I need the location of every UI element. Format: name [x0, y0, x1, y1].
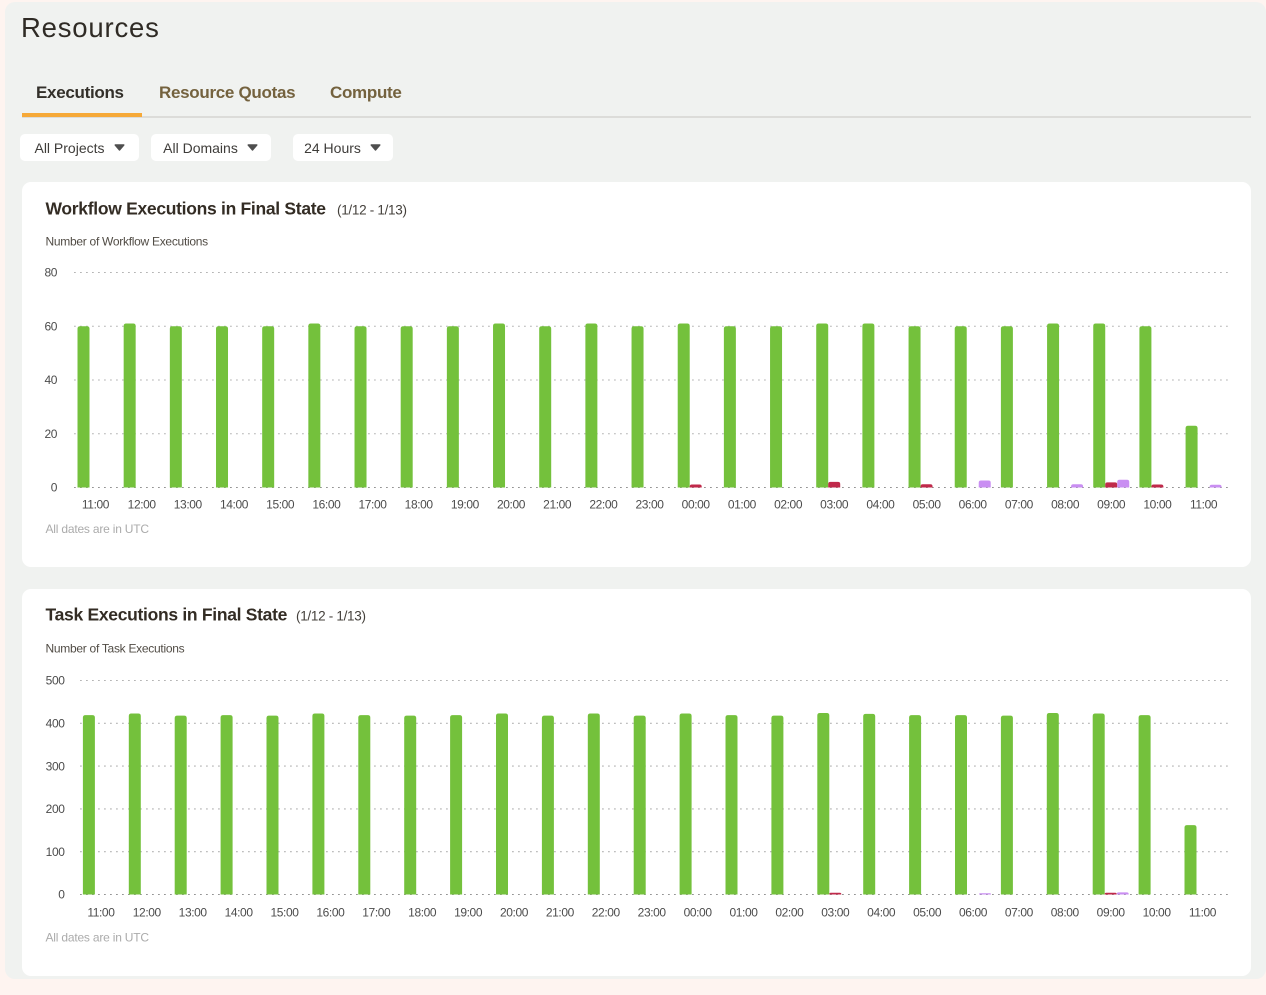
svg-text:All dates are in UTC: All dates are in UTC: [46, 522, 150, 536]
svg-text:100: 100: [46, 845, 66, 859]
svg-text:Workflow Executions in Final S: Workflow Executions in Final State: [46, 199, 327, 219]
svg-text:15:00: 15:00: [270, 906, 299, 920]
svg-text:10:00: 10:00: [1143, 498, 1172, 512]
svg-text:01:00: 01:00: [728, 498, 757, 512]
svg-text:14:00: 14:00: [225, 906, 254, 920]
svg-text:03:00: 03:00: [821, 906, 850, 920]
svg-text:19:00: 19:00: [451, 498, 480, 512]
svg-text:07:00: 07:00: [1005, 906, 1034, 920]
svg-text:16:00: 16:00: [316, 906, 345, 920]
svg-text:23:00: 23:00: [638, 906, 667, 920]
svg-text:22:00: 22:00: [592, 906, 621, 920]
svg-text:19:00: 19:00: [454, 906, 483, 920]
svg-text:06:00: 06:00: [959, 906, 988, 920]
svg-text:(1/12 - 1/13): (1/12 - 1/13): [296, 608, 366, 623]
svg-text:10:00: 10:00: [1143, 906, 1172, 920]
svg-text:13:00: 13:00: [174, 498, 203, 512]
svg-text:500: 500: [46, 674, 66, 688]
svg-text:18:00: 18:00: [408, 906, 437, 920]
svg-text:15:00: 15:00: [266, 498, 295, 512]
svg-text:18:00: 18:00: [405, 498, 434, 512]
svg-text:05:00: 05:00: [913, 906, 942, 920]
svg-text:Task Executions in Final State: Task Executions in Final State: [46, 604, 288, 624]
svg-text:400: 400: [46, 717, 66, 731]
svg-text:0: 0: [51, 481, 58, 495]
svg-text:300: 300: [46, 759, 66, 773]
svg-text:00:00: 00:00: [684, 906, 713, 920]
svg-text:22:00: 22:00: [589, 498, 618, 512]
svg-text:00:00: 00:00: [682, 498, 711, 512]
svg-text:20:00: 20:00: [500, 906, 529, 920]
svg-text:200: 200: [46, 802, 66, 816]
svg-text:Number of Workflow Executions: Number of Workflow Executions: [46, 235, 209, 249]
svg-text:11:00: 11:00: [1189, 906, 1217, 920]
svg-text:05:00: 05:00: [913, 498, 942, 512]
svg-text:12:00: 12:00: [128, 498, 157, 512]
svg-text:01:00: 01:00: [729, 906, 758, 920]
svg-text:17:00: 17:00: [358, 498, 387, 512]
svg-text:02:00: 02:00: [774, 498, 803, 512]
svg-text:12:00: 12:00: [133, 906, 162, 920]
svg-text:13:00: 13:00: [179, 906, 208, 920]
svg-text:14:00: 14:00: [220, 498, 249, 512]
svg-text:08:00: 08:00: [1051, 906, 1080, 920]
svg-text:0: 0: [58, 888, 65, 902]
svg-text:21:00: 21:00: [546, 906, 575, 920]
svg-text:03:00: 03:00: [820, 498, 849, 512]
svg-text:08:00: 08:00: [1051, 498, 1080, 512]
svg-text:11:00: 11:00: [82, 498, 110, 512]
svg-text:21:00: 21:00: [543, 498, 572, 512]
svg-text:40: 40: [44, 373, 57, 387]
svg-text:07:00: 07:00: [1005, 498, 1034, 512]
svg-text:11:00: 11:00: [87, 906, 115, 920]
svg-text:23:00: 23:00: [635, 498, 664, 512]
svg-text:11:00: 11:00: [1190, 498, 1218, 512]
svg-text:All dates are in UTC: All dates are in UTC: [46, 931, 150, 945]
svg-text:60: 60: [44, 319, 57, 333]
svg-text:16:00: 16:00: [312, 498, 341, 512]
svg-text:17:00: 17:00: [362, 906, 391, 920]
svg-text:09:00: 09:00: [1097, 498, 1126, 512]
svg-text:09:00: 09:00: [1097, 906, 1126, 920]
svg-text:80: 80: [44, 266, 57, 280]
svg-text:02:00: 02:00: [775, 906, 804, 920]
svg-text:06:00: 06:00: [959, 498, 988, 512]
svg-text:04:00: 04:00: [866, 498, 895, 512]
svg-text:20: 20: [44, 427, 57, 441]
svg-text:(1/12 - 1/13): (1/12 - 1/13): [337, 203, 407, 218]
svg-text:Number of Task Executions: Number of Task Executions: [46, 641, 185, 655]
svg-text:04:00: 04:00: [867, 906, 896, 920]
svg-text:20:00: 20:00: [497, 498, 526, 512]
